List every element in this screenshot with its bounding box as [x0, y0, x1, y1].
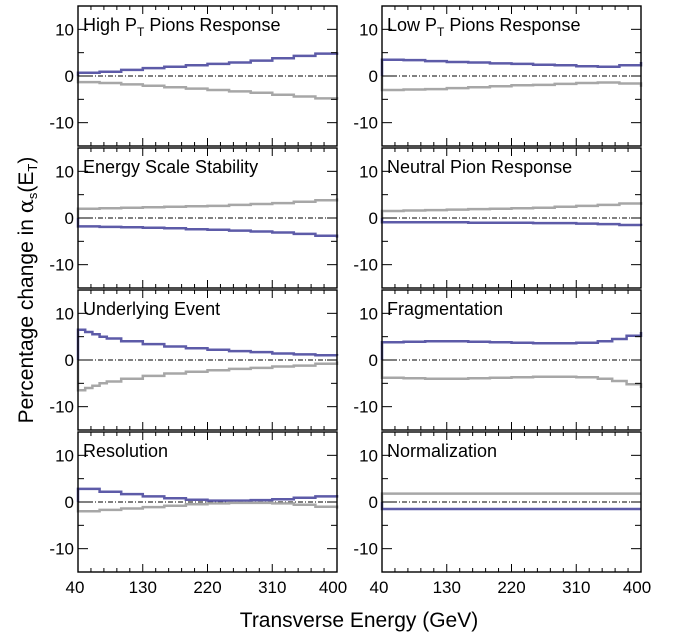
- series-line-2: [380, 360, 643, 388]
- panel-title: Underlying Event: [83, 299, 220, 319]
- y-tick-label: -10: [49, 398, 74, 417]
- series-line-1: [76, 487, 339, 502]
- x-tick-label: 40: [370, 578, 389, 597]
- panel-title-text: Low P: [387, 15, 437, 35]
- panel-title-text: Resolution: [83, 441, 168, 461]
- series-line-2: [76, 501, 339, 513]
- panel-title-text: High P: [83, 15, 137, 35]
- panel-title: Energy Scale Stability: [83, 157, 258, 177]
- panel-title: Neutral Pion Response: [387, 157, 572, 177]
- x-tick-label: 130: [129, 578, 157, 597]
- panel-title-text: Energy Scale Stability: [83, 157, 258, 177]
- series-line-2: [76, 198, 339, 218]
- y-axis-label: Percentage change in αs(ET): [14, 157, 40, 424]
- y-tick-label: 10: [55, 446, 74, 465]
- x-axis-label: Transverse Energy (GeV): [240, 609, 478, 632]
- panel-title-text: Underlying Event: [83, 299, 220, 319]
- panel-3: 10 0 -10 Energy Scale Stability: [49, 147, 339, 289]
- y-tick-label: 10: [55, 304, 74, 323]
- panel-title-text-rest: Pions Response: [144, 15, 280, 35]
- y-tick-label: -10: [49, 114, 74, 133]
- series-line-1: [380, 502, 641, 511]
- panel-title-subscript: T: [437, 25, 445, 39]
- panel-title-text: Neutral Pion Response: [387, 157, 572, 177]
- panel-8: 10 0 -10 40 130 220 310 400 Normalization: [353, 431, 651, 597]
- y-axis-label-paren-close: ): [15, 157, 38, 164]
- x-tick-label: 310: [562, 578, 590, 597]
- x-tick-label: 40: [66, 578, 85, 597]
- y-tick-label: -10: [353, 540, 378, 559]
- panel-title: Resolution: [83, 441, 168, 461]
- y-tick-label: 0: [65, 351, 74, 370]
- series-line-1: [76, 218, 339, 238]
- panel-title-subscript: T: [137, 25, 145, 39]
- series-line-1: [76, 52, 339, 76]
- y-tick-label: 0: [65, 209, 74, 228]
- y-tick-label: 0: [369, 67, 378, 86]
- series-line-2: [76, 76, 339, 100]
- y-tick-label: 10: [55, 162, 74, 181]
- y-axis-label-main: Percentage change in: [15, 213, 38, 423]
- x-tick-label: 220: [497, 578, 525, 597]
- y-tick-label: 0: [65, 493, 74, 512]
- panel-title: High PT Pions Response: [83, 15, 280, 39]
- y-tick-label: 10: [359, 304, 378, 323]
- y-tick-label: 10: [55, 20, 74, 39]
- panel-1: 10 0 -10 High PT Pions Response: [49, 5, 339, 147]
- panel-title: Fragmentation: [387, 299, 503, 319]
- panel-2: 10 0 -10 Low PT Pions Response: [353, 5, 643, 147]
- y-tick-label: -10: [49, 540, 74, 559]
- panel-title: Normalization: [387, 441, 497, 461]
- x-tick-label: 220: [193, 578, 221, 597]
- x-tick-label: 400: [623, 578, 651, 597]
- y-axis-label-paren-open: (E: [15, 172, 38, 193]
- y-tick-label: 0: [369, 209, 378, 228]
- y-tick-label: -10: [49, 256, 74, 275]
- series-line-1: [380, 218, 643, 227]
- y-tick-label: 0: [369, 351, 378, 370]
- y-tick-label: 0: [369, 493, 378, 512]
- y-axis-label-symbol: α: [14, 199, 38, 213]
- panel-5: 10 0 -10 Underlying Event: [49, 289, 339, 431]
- panel-title: Low PT Pions Response: [387, 15, 580, 39]
- panel-6: 10 0 -10 Fragmentation: [353, 289, 643, 431]
- y-tick-label: -10: [353, 114, 378, 133]
- y-tick-label: -10: [353, 256, 378, 275]
- panel-title-text-rest: Pions Response: [444, 15, 580, 35]
- series-line-2: [380, 76, 643, 92]
- series-line-2: [380, 202, 643, 218]
- panel-title-text: Normalization: [387, 441, 497, 461]
- x-tick-label: 310: [258, 578, 286, 597]
- series-line-2: [76, 360, 339, 392]
- y-tick-label: 0: [65, 67, 74, 86]
- y-tick-label: 10: [359, 446, 378, 465]
- panel-7: 10 0 -10 40 130 220 310 400 Resolution: [49, 431, 347, 597]
- panel-title-text: Fragmentation: [387, 299, 503, 319]
- y-tick-label: 10: [359, 162, 378, 181]
- y-tick-label: 10: [359, 20, 378, 39]
- x-tick-label: 130: [433, 578, 461, 597]
- series-line-1: [76, 328, 339, 360]
- y-axis-label-sub: s: [25, 192, 40, 199]
- panel-4: 10 0 -10 Neutral Pion Response: [353, 147, 643, 289]
- y-axis-label-paren-sub: T: [25, 164, 40, 172]
- series-line-1: [380, 332, 643, 360]
- series-line-2: [380, 492, 641, 502]
- x-tick-label: 400: [319, 578, 347, 597]
- series-line-1: [380, 58, 643, 76]
- y-tick-label: -10: [353, 398, 378, 417]
